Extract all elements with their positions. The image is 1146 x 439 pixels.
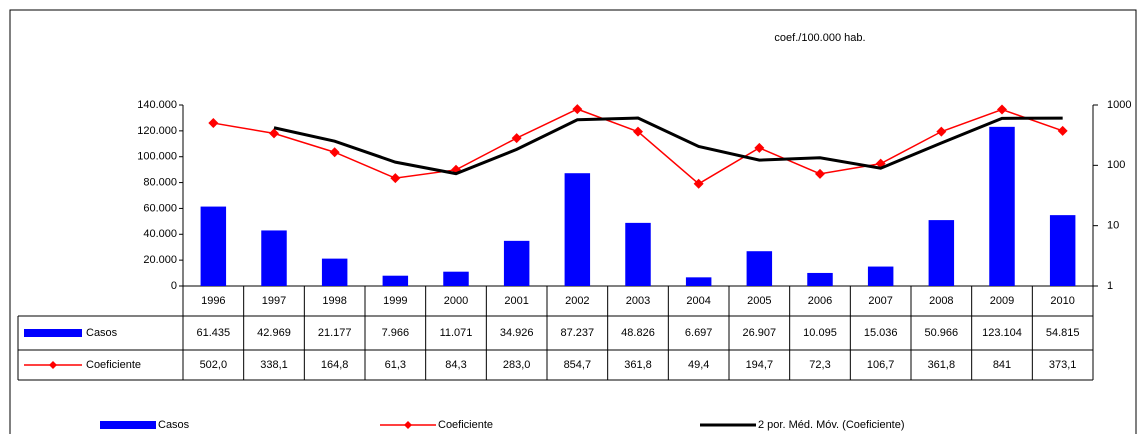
bar [200, 206, 227, 286]
x-tick-label: 2005 [747, 295, 771, 307]
x-tick-label: 1999 [383, 295, 407, 307]
legend-marker [404, 421, 412, 429]
x-tick-label: 1996 [201, 295, 225, 307]
table-cell: 34.926 [500, 327, 534, 339]
y-tick-label: 140.000 [137, 99, 177, 111]
table-cell: 48.826 [621, 327, 655, 339]
annotation: coef./100.000 hab. [774, 32, 865, 44]
table-cell: 283,0 [503, 359, 531, 371]
x-tick-label: 2004 [686, 295, 710, 307]
table-cell: 373,1 [1049, 359, 1077, 371]
legend-label: Casos [158, 419, 190, 431]
table-cell: 26.907 [743, 327, 777, 339]
bar [443, 271, 469, 286]
marker [1057, 125, 1068, 136]
y-tick-label: 120.000 [137, 125, 177, 137]
marker [693, 178, 704, 189]
x-tick-label: 1997 [262, 295, 286, 307]
y2-tick-label: 1 [1107, 280, 1113, 292]
table-cell: 502,0 [200, 359, 228, 371]
x-tick-label: 2007 [868, 295, 892, 307]
table-cell: 72,3 [809, 359, 830, 371]
table-cell: 87.237 [561, 327, 595, 339]
table-cell: 84,3 [445, 359, 466, 371]
legend-marker [49, 361, 57, 369]
table-row-header: Casos [86, 327, 118, 339]
marker [329, 147, 340, 158]
table-cell: 50.966 [925, 327, 959, 339]
bar [807, 272, 833, 286]
bar [746, 251, 773, 286]
table-cell: 106,7 [867, 359, 895, 371]
x-tick-label: 2006 [808, 295, 832, 307]
table-cell: 7.966 [382, 327, 410, 339]
marker [208, 118, 219, 129]
table-cell: 164,8 [321, 359, 349, 371]
x-tick-label: 2003 [626, 295, 650, 307]
table-cell: 11.071 [440, 327, 473, 339]
table-cell: 61,3 [385, 359, 406, 371]
line [273, 116, 1063, 176]
table-cell: 338,1 [260, 359, 288, 371]
x-tick-label: 2000 [444, 295, 468, 307]
table-cell: 61.435 [197, 327, 231, 339]
y-tick-label: 40.000 [143, 228, 177, 240]
bar [382, 275, 409, 286]
y-tick-label: 80.000 [143, 176, 177, 188]
x-tick-label: 2001 [504, 295, 528, 307]
table-cell: 841 [993, 359, 1011, 371]
x-tick-label: 2002 [565, 295, 589, 307]
bar [1049, 215, 1076, 286]
table-cell: 361,8 [624, 359, 652, 371]
table-cell: 194,7 [746, 359, 774, 371]
y-tick-label: 100.000 [137, 151, 177, 163]
table-cell: 21.177 [318, 327, 352, 339]
bar [867, 266, 894, 286]
marker [511, 133, 522, 144]
bar [564, 173, 591, 286]
marker [815, 168, 825, 179]
table-cell: 42.969 [257, 327, 291, 339]
table-cell: 10.095 [803, 327, 837, 339]
bar [625, 222, 651, 286]
y2-tick-label: 1000 [1107, 99, 1131, 111]
marker [754, 142, 765, 153]
x-tick-label: 2008 [929, 295, 953, 307]
y-tick-label: 60.000 [143, 202, 177, 214]
y2-tick-label: 100 [1107, 159, 1125, 171]
bar [503, 240, 530, 286]
table-cell: 361,8 [928, 359, 956, 371]
y2-tick-label: 10 [1107, 220, 1119, 232]
bar [261, 230, 287, 286]
marker [572, 104, 583, 115]
table-cell: 854,7 [564, 359, 592, 371]
y-tick-label: 0 [171, 280, 177, 292]
marker [633, 126, 643, 137]
table-cell: 6.697 [685, 327, 713, 339]
legend-swatch [24, 329, 82, 337]
table-cell: 49,4 [688, 359, 709, 371]
legend-label: Coeficiente [438, 419, 493, 431]
table-cell: 54.815 [1046, 327, 1080, 339]
marker [390, 173, 401, 184]
table-cell: 123.104 [982, 327, 1022, 339]
y-tick-label: 20.000 [143, 254, 177, 266]
table-row-header: Coeficiente [86, 359, 141, 371]
bar [685, 277, 712, 286]
marker [936, 126, 947, 137]
legend-swatch [100, 421, 156, 429]
chart-border [9, 9, 1137, 439]
legend-label: 2 por. Méd. Móv. (Coeficiente) [758, 419, 905, 431]
marker [997, 104, 1007, 115]
bar [989, 126, 1015, 286]
x-tick-label: 2009 [990, 295, 1014, 307]
x-tick-label: 1998 [322, 295, 346, 307]
bar [321, 258, 348, 286]
x-tick-label: 2010 [1050, 295, 1074, 307]
table-cell: 15.036 [864, 327, 898, 339]
bar [928, 220, 955, 286]
marker [269, 128, 279, 139]
